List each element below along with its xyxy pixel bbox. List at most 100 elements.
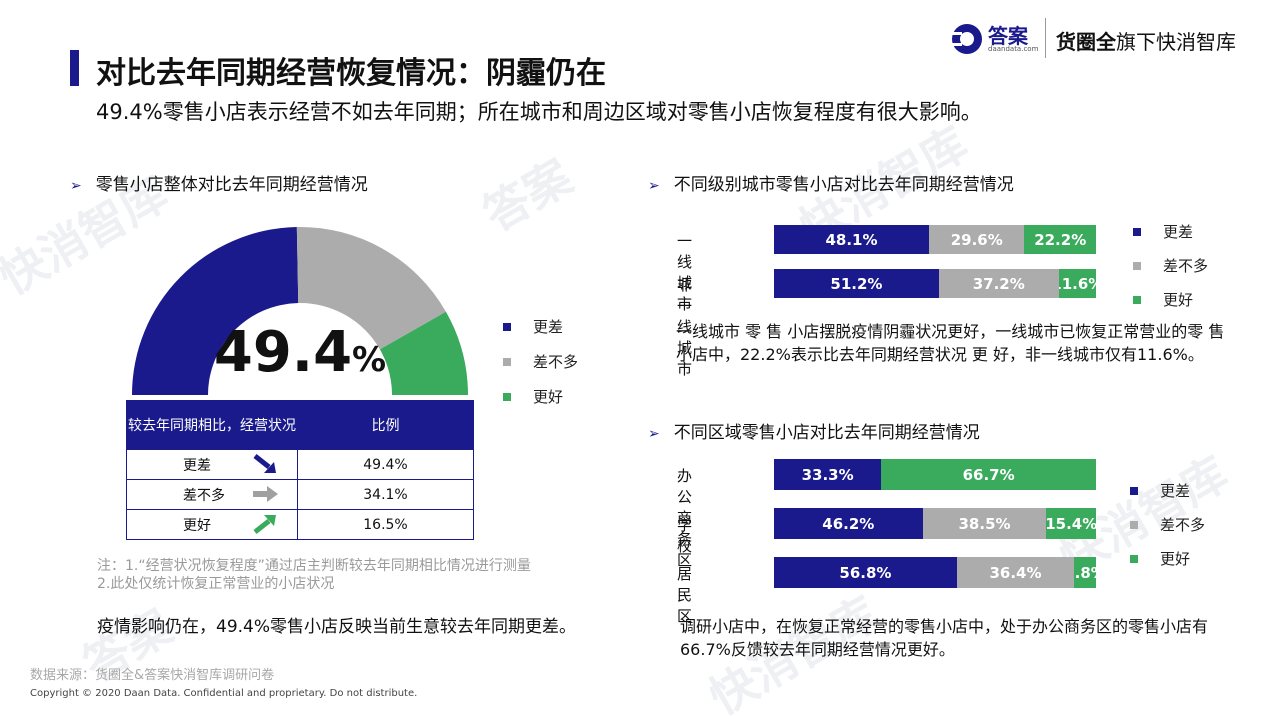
bar-segment-更好: 15.4% [1046, 508, 1096, 539]
gauge-slice-差不多 [296, 227, 446, 350]
section-title-text: 不同级别城市零售小店对比去年同期经营情况 [673, 175, 1014, 195]
section-title-overall: ➢ 零售小店整体对比去年同期经营情况 [70, 170, 368, 195]
big-value-unit: % [352, 340, 387, 380]
bar-segment-更差: 56.8% [774, 557, 957, 588]
legend-item-worse: 更差 [1133, 221, 1208, 242]
legend-swatch-better [1130, 554, 1138, 563]
table-row: 更差 49.4% [126, 449, 474, 480]
legend-swatch-better [1133, 295, 1141, 304]
legend-swatch-worse [1133, 227, 1141, 236]
gauge-chart [132, 227, 468, 395]
left-conclusion: 疫情影响仍在，49.4%零售小店反映当前生意较去年同期更差。 [97, 617, 577, 637]
legend-label: 差不多 [1163, 257, 1209, 275]
legend-swatch-worse [503, 322, 511, 331]
right-arrow-icon [253, 486, 278, 502]
row-label: 更差 [183, 458, 211, 474]
bar-segment-更差: 33.3% [774, 459, 882, 490]
bar-segment-更差: 51.2% [774, 269, 939, 298]
bar-segment-更好: 6.8% [1074, 557, 1096, 588]
comparison-table: 较去年同期相比，经营状况 比例 更差 49.4% 差不多 34.1% 更好 16… [126, 400, 474, 540]
section-title-text: 零售小店整体对比去年同期经营情况 [95, 175, 368, 195]
legend-item-better: 更好 [1130, 548, 1205, 569]
bar-segment-差不多: 29.6% [929, 225, 1025, 254]
legend-item-worse: 更差 [1130, 480, 1205, 501]
row-label: 差不多 [183, 488, 225, 504]
stacked-bar: 46.2% 38.5% 15.4% [774, 508, 1096, 539]
gauge-slice-更好 [379, 311, 468, 395]
legend-swatch-better [503, 392, 511, 401]
table-cell-label: 差不多 [126, 479, 298, 510]
page-subtitle: 49.4%零售小店表示经营不如去年同期；所在城市和周边区域对零售小店恢复程度有很… [96, 100, 982, 124]
bar-category-label: 学校 [677, 515, 693, 555]
table-row: 更好 16.5% [126, 509, 474, 540]
section-title-area: ➢ 不同区域零售小店对比去年同期经营情况 [648, 418, 980, 443]
up-right-arrow-icon [253, 515, 276, 534]
section-arrow-icon: ➢ [70, 178, 82, 194]
watermark: 答案 [474, 149, 581, 242]
table-header: 比例 [297, 400, 474, 450]
table-cell-label: 更好 [126, 509, 298, 540]
gauge-legend: 更差 差不多 更好 [503, 316, 578, 407]
page-title: 对比去年同期经营恢复情况：阴霾仍在 [96, 56, 606, 91]
bar-segment-差不多: 37.2% [938, 269, 1059, 298]
table-cell-value: 49.4% [297, 449, 474, 480]
gauge-slice-更差 [132, 227, 299, 395]
stacked-bar: 51.2%37.2%11.6% [774, 269, 1096, 298]
legend-label: 差不多 [533, 353, 579, 371]
legend-item-better: 更好 [503, 386, 578, 407]
legend-label: 更好 [1160, 550, 1191, 568]
legend-swatch-same [1130, 520, 1138, 529]
brand-rest: 旗下快消智库 [1116, 30, 1236, 54]
legend-swatch-worse [1130, 486, 1138, 495]
bar-category-label: 办公商务区 [677, 466, 693, 569]
legend-item-same: 差不多 [503, 351, 578, 372]
bar-category-label: 一线城市 [677, 231, 693, 313]
legend-label: 更差 [533, 318, 564, 336]
table-row: 差不多 34.1% [126, 479, 474, 510]
legend-item-same: 差不多 [1130, 514, 1205, 535]
daan-logo-icon [952, 24, 982, 54]
legend-label: 更好 [1163, 291, 1194, 309]
footer-copyright: Copyright © 2020 Daan Data. Confidential… [30, 688, 418, 699]
bar-category-label: 居民区 [677, 564, 693, 625]
section-title-city: ➢ 不同级别城市零售小店对比去年同期经营情况 [648, 170, 1014, 195]
legend-swatch-same [1133, 261, 1141, 270]
stacked-bar: 56.8%36.4%6.8% [774, 557, 1096, 588]
daan-logo: 答案 daandata.com [950, 22, 1038, 56]
brand-bold: 货圈全 [1056, 30, 1116, 54]
table-cell-value: 16.5% [297, 509, 474, 540]
bar-segment-更好: 22.2% [1024, 225, 1096, 254]
brand-label: 货圈全旗下快消智库 [1056, 26, 1236, 55]
big-value-number: 49.4 [213, 320, 353, 385]
table-header: 较去年同期相比，经营状况 [126, 400, 298, 450]
bar-segment-更差: 48.1% [774, 225, 930, 254]
table-cell-value: 34.1% [297, 479, 474, 510]
city-legend: 更差 差不多 更好 [1133, 221, 1208, 310]
legend-item-better: 更好 [1133, 289, 1208, 310]
section-title-text: 不同区域零售小店对比去年同期经营情况 [673, 423, 980, 443]
header-divider [1045, 18, 1046, 58]
area-legend: 更差 差不多 更好 [1130, 480, 1205, 569]
legend-label: 更差 [1163, 223, 1194, 241]
note-line: 注：1.“经营状况恢复程度”通过店主判断较去年同期相比情况进行测量 [97, 558, 531, 574]
gauge-big-value: 49.4% [150, 320, 450, 385]
logo-text: 答案 [988, 23, 1028, 48]
bar-category-label: 非一线城市 [677, 275, 693, 378]
title-accent-bar [70, 50, 79, 86]
legend-label: 差不多 [1160, 516, 1206, 534]
footer-source: 数据来源：货圈全&答案快消智库调研问卷 [30, 668, 275, 683]
legend-label: 更好 [533, 388, 564, 406]
table-cell-label: 更差 [126, 449, 298, 480]
table-header-row: 较去年同期相比，经营状况 比例 [126, 400, 474, 450]
logo-subtext: daandata.com [988, 44, 1039, 53]
area-description: 调研小店中，在恢复正常经营的零售小店中，处于办公商务区的零售小店有66.7%反馈… [680, 617, 1209, 659]
legend-swatch-same [503, 357, 511, 366]
section-arrow-icon: ➢ [648, 178, 660, 194]
city-description: 一线城市 零 售 小店摆脱疫情阴霾状况更好，一线城市已恢复正常营业的零 售 小店… [676, 322, 1225, 364]
left-note: 注：1.“经营状况恢复程度”通过店主判断较去年同期相比情况进行测量 2.此处仅统… [97, 557, 531, 593]
bar-segment-更好: 66.7% [881, 459, 1096, 490]
note-line: 2.此处仅统计恢复正常营业的小店状况 [97, 576, 335, 592]
row-label: 更好 [183, 518, 211, 534]
stacked-bar: 48.1% 29.6% 22.2% [774, 225, 1096, 254]
legend-label: 更差 [1160, 482, 1191, 500]
